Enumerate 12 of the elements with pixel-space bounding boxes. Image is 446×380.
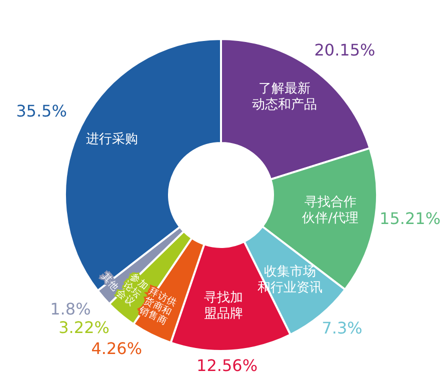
slice-label: 进行采购 [86, 131, 138, 146]
slice-label: 了解最新动态和产品 [252, 80, 318, 112]
slice-label: 寻找合作伙伴/代理 [302, 194, 358, 226]
slice-label: 寻找加盟品牌 [204, 290, 244, 322]
data-label: 35.5% [16, 101, 67, 120]
data-label: 1.8% [50, 299, 91, 318]
data-label: 12.56% [196, 356, 258, 376]
data-label: 4.26% [91, 339, 142, 358]
data-label: 20.15% [314, 40, 376, 60]
data-label: 15.21% [380, 209, 441, 228]
data-label: 7.3% [322, 318, 362, 338]
data-label: 3.22% [58, 318, 110, 337]
